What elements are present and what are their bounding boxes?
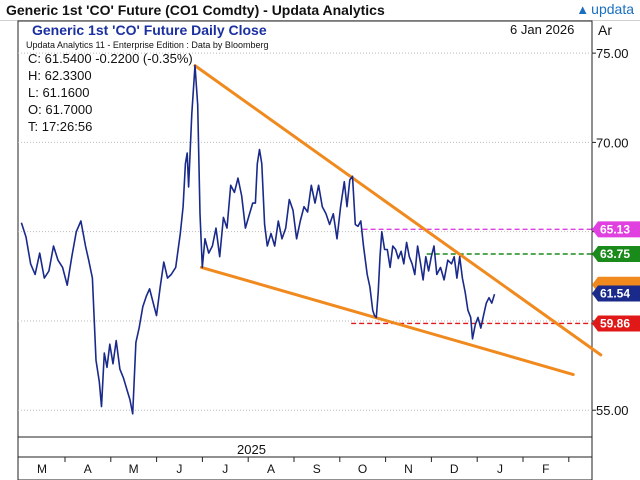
last-price-tag: [592, 285, 640, 302]
x-tick-label: A: [267, 462, 275, 476]
level-59-86-tag-label: 59.86: [600, 316, 630, 330]
axis-top-label: Ar: [598, 22, 612, 38]
updata-logo-icon: ▲: [576, 2, 590, 17]
chart-date: 6 Jan 2026: [510, 22, 575, 37]
x-tick-label: J: [497, 462, 503, 476]
y-tick-label: 70.00: [596, 135, 629, 150]
x-tick-label: A: [84, 462, 92, 476]
upper-trendline: [193, 64, 603, 357]
level-65-13-tag: [592, 221, 640, 238]
chart-title: Generic 1st 'CO' Future Daily Close: [32, 22, 267, 38]
x-tick-label: F: [542, 462, 549, 476]
ohlc-high: H: 62.3300: [28, 68, 92, 83]
data-caption: Updata Analytics 11 - Enterprise Edition…: [26, 40, 269, 50]
plot-frame: [17, 20, 593, 460]
year-label: 2025: [237, 442, 266, 457]
x-tick-label: S: [313, 462, 321, 476]
level-65-13-tag-label: 65.13: [600, 222, 630, 236]
x-tick-label: M: [37, 462, 47, 476]
price-series-line: [20, 64, 496, 415]
x-tick-label: J: [176, 462, 182, 476]
brand: ▲ updata: [576, 1, 634, 17]
x-tick-label: J: [222, 462, 228, 476]
month-band: [17, 456, 593, 480]
x-tick-label: M: [129, 462, 139, 476]
x-tick-label: O: [358, 462, 367, 476]
last-price-tag-label: 61.54: [600, 286, 630, 300]
y-tick-label: 55.00: [596, 403, 629, 418]
ohlc-time: T: 17:26:56: [28, 119, 93, 134]
level-63-75-tag-label: 63.75: [600, 247, 630, 261]
window-title: Generic 1st 'CO' Future (CO1 Comdty) - U…: [6, 2, 385, 18]
level-63-75-tag: [592, 245, 640, 262]
ohlc-low: L: 61.1600: [28, 85, 90, 100]
y-tick-label: 75.00: [596, 46, 629, 61]
brand-label: updata: [591, 1, 634, 17]
ohlc-close: C: 61.5400 -0.2200 (-0.35%): [28, 51, 193, 66]
ohlc-open: O: 61.7000: [28, 102, 93, 117]
level-59-86-tag: [592, 315, 640, 332]
title-bar: Generic 1st 'CO' Future (CO1 Comdty) - U…: [0, 0, 640, 21]
lower-trendline: [199, 265, 575, 377]
x-tick-label: D: [450, 462, 459, 476]
x-tick-label: N: [404, 462, 413, 476]
